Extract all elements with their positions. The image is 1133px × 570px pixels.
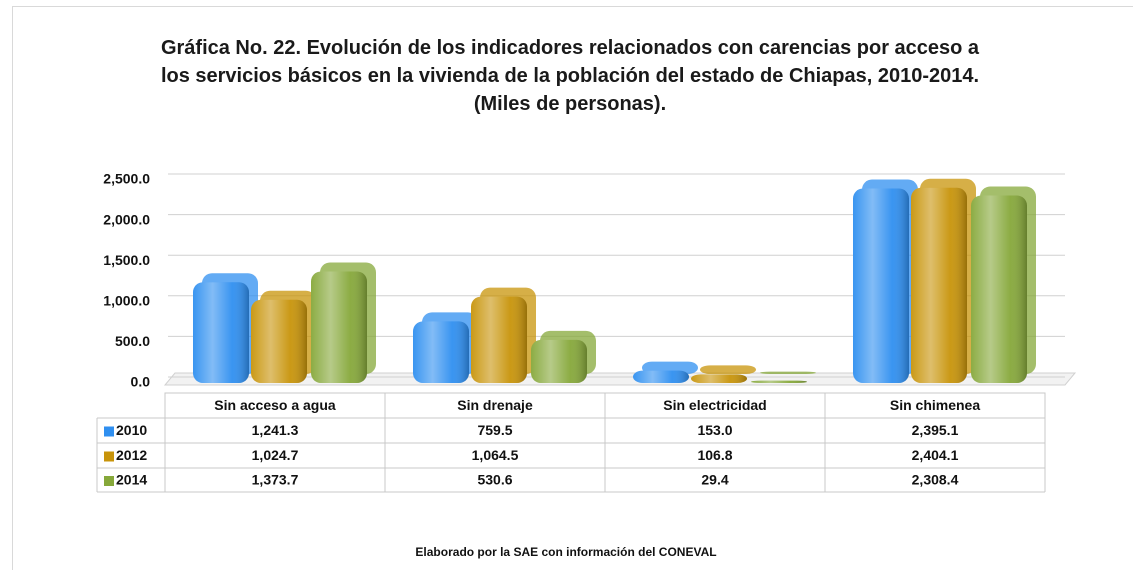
chart-frame bbox=[12, 6, 1133, 570]
data-label: 530.6 bbox=[477, 472, 512, 488]
y-tick-label: 500.0 bbox=[115, 333, 150, 349]
legend-label: 2010 bbox=[116, 422, 147, 438]
y-tick-label: 2,500.0 bbox=[103, 171, 150, 187]
legend-key bbox=[104, 451, 114, 462]
bar-shine bbox=[311, 271, 367, 383]
data-label: 2,404.1 bbox=[912, 447, 959, 463]
bar-shine bbox=[471, 296, 527, 383]
x-tick-label: Sin electricidad bbox=[663, 397, 766, 413]
bar-shine bbox=[413, 321, 469, 383]
bar-shine bbox=[971, 195, 1027, 383]
legend-label: 2012 bbox=[116, 447, 147, 463]
bar-shine bbox=[853, 188, 909, 383]
bar-shine bbox=[751, 380, 807, 383]
legend-key bbox=[104, 476, 114, 486]
bar-shine bbox=[691, 374, 747, 383]
bar-shine bbox=[251, 299, 307, 383]
y-tick-label: 1,000.0 bbox=[103, 293, 150, 309]
chart-title: Gráfica No. 22. Evolución de los indicad… bbox=[160, 37, 980, 115]
bar-shine bbox=[911, 187, 967, 383]
x-tick-label: Sin chimenea bbox=[890, 397, 980, 413]
data-label: 2,395.1 bbox=[912, 422, 959, 438]
y-tick-label: 1,500.0 bbox=[103, 252, 150, 268]
x-tick-label: Sin acceso a agua bbox=[214, 397, 336, 413]
bar-depth bbox=[700, 365, 756, 374]
y-tick-label: 0.0 bbox=[131, 374, 151, 390]
y-tick-label: 2,000.0 bbox=[103, 211, 150, 227]
data-label: 1,373.7 bbox=[252, 472, 299, 488]
data-label: 106.8 bbox=[697, 447, 732, 463]
data-label: 1,024.7 bbox=[252, 447, 299, 463]
data-label: 2,308.4 bbox=[912, 472, 959, 488]
bar-shine bbox=[531, 339, 587, 383]
source-note: Elaborado por la SAE con información del… bbox=[415, 545, 716, 559]
bar-depth bbox=[760, 371, 816, 374]
data-label: 759.5 bbox=[477, 422, 512, 438]
x-tick-label: Sin drenaje bbox=[457, 397, 533, 413]
bar-shine bbox=[633, 370, 689, 383]
legend-key bbox=[104, 426, 114, 437]
data-label: 153.0 bbox=[697, 422, 732, 438]
data-label: 1,064.5 bbox=[472, 447, 519, 463]
legend-label: 2014 bbox=[116, 472, 147, 488]
bar-shine bbox=[193, 282, 249, 383]
data-label: 1,241.3 bbox=[252, 422, 299, 438]
data-label: 29.4 bbox=[701, 472, 728, 488]
